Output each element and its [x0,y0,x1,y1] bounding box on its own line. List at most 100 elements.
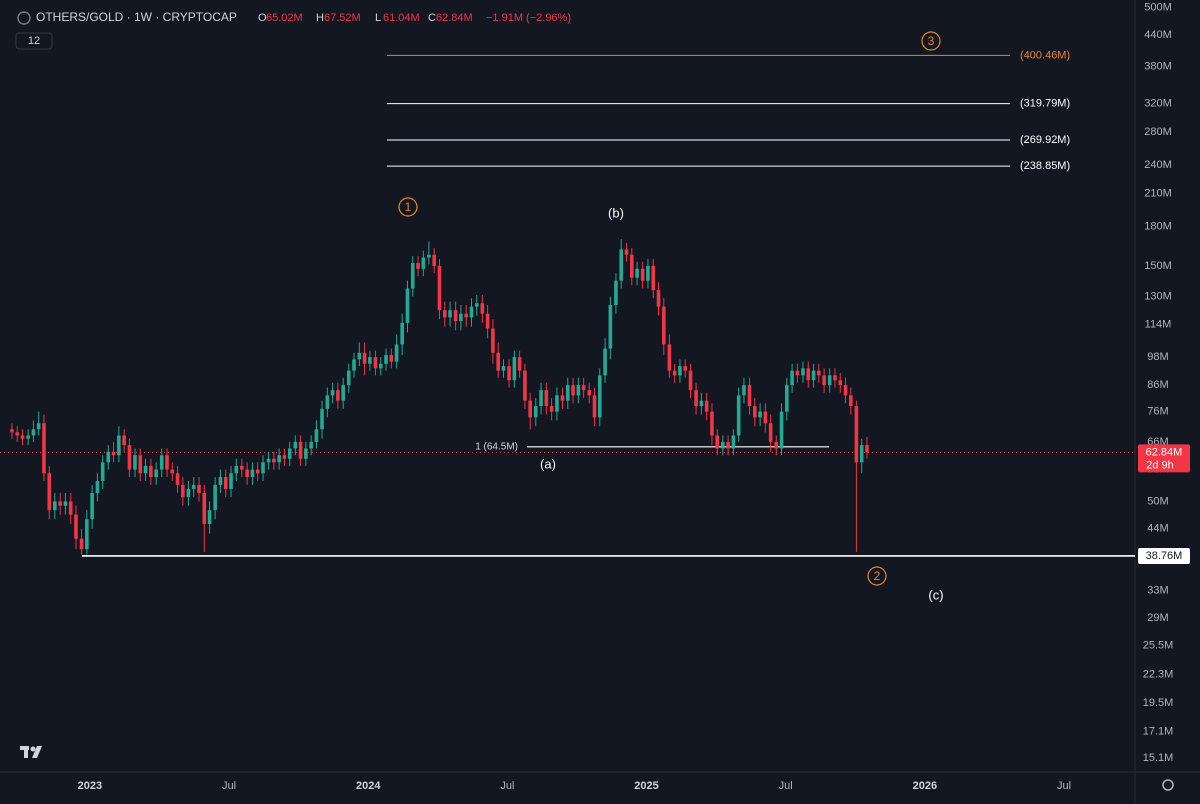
y-tick-label: 29M [1147,612,1168,624]
candle-body [491,328,495,353]
candle-body [20,435,25,439]
candle-body [138,455,143,474]
logo [20,746,42,758]
candle-body [432,254,436,266]
fib-level-label: (269.92M) [1020,134,1070,146]
candle-body [74,514,78,539]
candle-body [474,303,479,307]
candle-body [68,501,73,515]
candle-body [234,465,239,474]
candle-body [378,363,383,369]
base-level-label: 38.76M [1146,550,1183,562]
candle-body [667,344,672,371]
fib-level-label: (319.79M) [1020,98,1070,110]
candle-body [42,423,46,474]
candle-body [117,435,121,456]
candle-body [549,406,554,412]
candle-body [111,451,116,456]
candle-body [576,385,581,396]
candle-body [480,303,485,314]
candle-body [159,455,164,470]
y-tick-label: 44M [1147,523,1168,535]
ohlc-value: 65.02M [266,12,303,24]
last-price-label: 62.84M [1146,446,1183,458]
candle-body [15,432,20,436]
candle-body [154,469,158,478]
candle-body [266,458,271,463]
candle-body [320,408,324,430]
x-tick-label: Jul [779,780,793,792]
candle-body [539,390,543,407]
wave-label: 3 [928,34,935,48]
candle-body [213,484,217,511]
last-price-box [1138,444,1190,473]
badge-box[interactable] [15,32,53,50]
candle-body [496,352,500,371]
candle-body [533,406,538,418]
candle-body [442,310,447,318]
candle-body [427,254,431,258]
candle-body [250,469,255,478]
wave-label: (a) [540,456,556,471]
candle-body [53,501,57,511]
y-tick-label: 240M [1144,159,1172,171]
candle-body [362,352,367,364]
wave-label: (b) [608,205,624,220]
candle-body [36,423,41,430]
ohlc-value: 62.84M [436,12,473,24]
candle-body [389,354,394,362]
candle-body [373,357,378,369]
candle-body [485,313,490,329]
candle-body [785,385,789,412]
ohlc-value: 61.04M [383,12,420,24]
candle-body [715,435,720,449]
y-tick-label: 76M [1147,406,1168,418]
candle-body [357,352,362,360]
candle-body [555,395,559,412]
candle-body [218,477,223,485]
candle-body [181,484,185,498]
candle-body [464,313,468,318]
candle-body [272,458,276,463]
candle-body [90,492,94,520]
candle-body [293,441,298,449]
candle-body [827,375,832,386]
candle-body [245,469,249,478]
ohlc-value: 67.52M [324,12,361,24]
countdown-label: 2d 9h [1146,459,1174,471]
candle-body [849,395,853,407]
candle-body [512,357,517,381]
candle-body [368,357,372,364]
fib-level-label: (400.46M) [1020,49,1070,61]
symbol-title: OTHERS/GOLD · 1W · CRYPTOCAP [36,10,237,24]
y-tick-label: 17.1M [1143,725,1174,737]
candle-body [806,368,811,381]
candle-body [635,268,639,278]
candle-body [710,411,714,436]
candle-body [683,366,688,371]
candle-body [640,268,645,281]
badge-text[interactable]: 12 [28,35,40,47]
y-tick-label: 19.5M [1143,697,1174,709]
candle-body [416,263,420,269]
y-tick-label: 15.1M [1143,752,1174,764]
candle-body [688,370,693,391]
candle-body [742,385,746,396]
candle-body [704,400,709,412]
candle-body [202,492,207,524]
candle-body [170,469,175,474]
y-tick-label: 180M [1144,221,1172,233]
candle-body [453,310,458,321]
candle-body [795,370,800,376]
wave-label: (c) [928,587,943,602]
candle-body [330,390,335,396]
candle-body [758,411,762,418]
settings-icon[interactable] [1162,779,1174,791]
candle-body [790,370,794,386]
candle-body [314,429,319,442]
candle-body [779,411,784,449]
candle-body [255,469,260,474]
candle-body [694,390,698,407]
fib-level-label: (238.85M) [1020,160,1070,172]
wave-label: 2 [874,569,881,583]
